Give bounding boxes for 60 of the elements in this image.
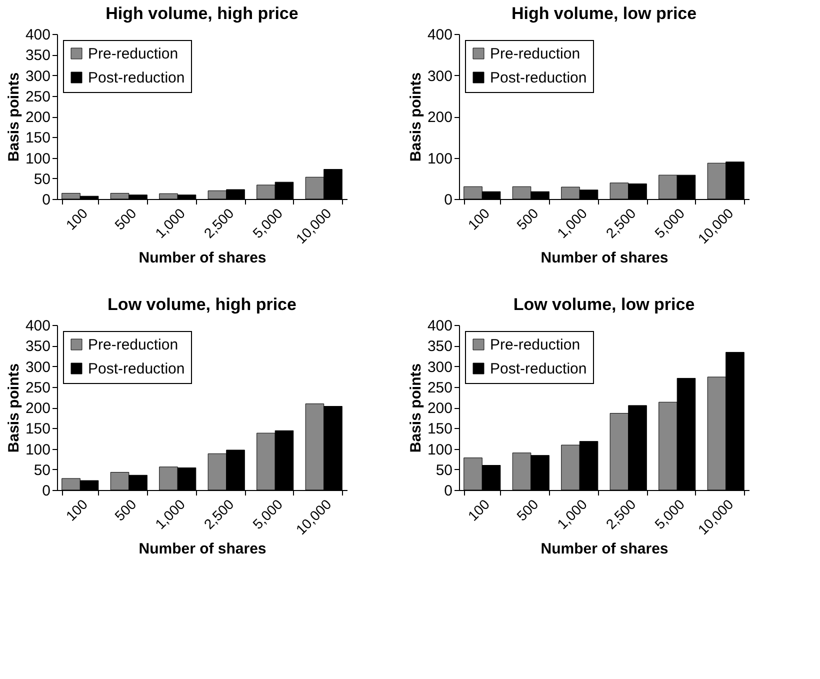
y-tick-label: 200 [25, 109, 50, 126]
y-tick-label: 0 [42, 192, 50, 208]
legend-label: Pre-reduction [88, 46, 178, 62]
x-tick-label: 500 [513, 496, 542, 524]
x-tick-label: 100 [464, 204, 493, 233]
y-tick-label: 100 [25, 441, 50, 458]
x-tick-label: 500 [111, 204, 140, 233]
y-tick-label: 300 [427, 68, 452, 85]
y-tick-label: 50 [34, 462, 50, 479]
y-tick-label: 350 [427, 338, 452, 356]
y-axis-title: Basis points [407, 363, 424, 453]
y-axis-title: Basis points [5, 363, 22, 453]
legend-label: Pre-reduction [490, 336, 580, 354]
x-tick-label: 100 [62, 496, 91, 524]
y-tick-label: 350 [25, 338, 50, 356]
y-tick-label: 400 [25, 318, 50, 334]
y-tick-label: 400 [427, 26, 452, 44]
y-tick-label: 300 [427, 358, 452, 376]
y-tick-label: 150 [427, 420, 452, 438]
y-axis-title: Basis points [5, 72, 22, 162]
y-tick-label: 400 [427, 318, 452, 334]
legend-label: Post-reduction [490, 360, 587, 378]
y-tick-label: 0 [42, 482, 50, 500]
x-tick-label: 100 [62, 204, 91, 233]
y-axis-title: Basis points [407, 72, 424, 162]
y-tick-label: 0 [444, 192, 452, 208]
y-tick-label: 250 [427, 379, 452, 396]
y-tick-label: 100 [25, 150, 50, 168]
y-tick-label: 300 [25, 68, 50, 85]
chart-title: Low volume, high price [108, 295, 296, 314]
chart-title: High volume, high price [106, 4, 298, 23]
y-tick-label: 200 [427, 400, 452, 417]
y-tick-label: 350 [25, 47, 50, 64]
legend-label: Post-reduction [490, 70, 587, 86]
legend-label: Pre-reduction [490, 46, 580, 62]
y-tick-label: 50 [34, 170, 50, 188]
x-axis-title: Number of shares [138, 540, 266, 558]
y-tick-label: 200 [25, 400, 50, 417]
x-tick-label: 500 [513, 204, 542, 233]
legend-label: Post-reduction [88, 360, 185, 378]
x-axis-title: Number of shares [540, 540, 668, 558]
y-tick-label: 0 [444, 482, 452, 500]
x-tick-label: 500 [111, 496, 140, 524]
chart-title: High volume, low price [511, 4, 697, 23]
y-tick-label: 100 [427, 441, 452, 458]
legend-label: Pre-reduction [88, 336, 178, 354]
x-axis-title: Number of shares [540, 250, 668, 267]
y-tick-label: 150 [25, 130, 50, 147]
y-tick-label: 150 [25, 420, 50, 438]
chart-title: Low volume, low price [513, 295, 695, 314]
y-tick-label: 250 [25, 379, 50, 396]
y-tick-label: 200 [427, 109, 452, 126]
x-tick-label: 100 [464, 496, 493, 524]
y-tick-label: 300 [25, 358, 50, 376]
y-tick-label: 400 [25, 26, 50, 44]
y-tick-label: 50 [436, 462, 452, 479]
y-tick-label: 100 [427, 150, 452, 168]
x-axis-title: Number of shares [138, 250, 266, 267]
y-tick-label: 250 [25, 88, 50, 106]
legend-label: Post-reduction [88, 70, 185, 86]
